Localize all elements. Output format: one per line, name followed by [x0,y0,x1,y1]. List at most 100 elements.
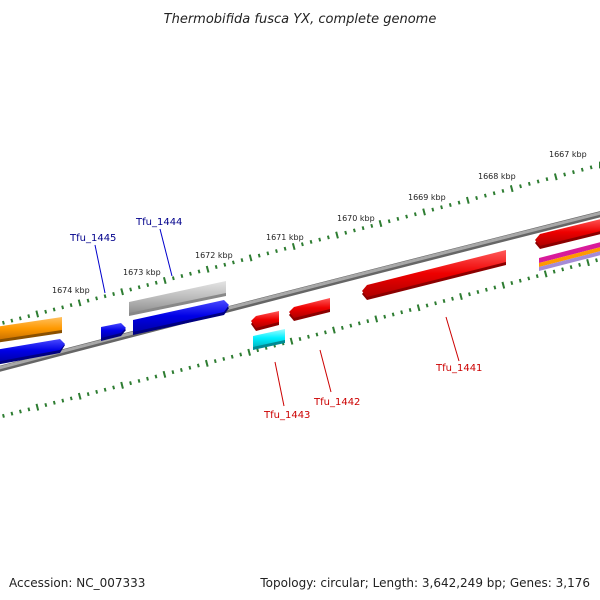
kbp-label-1670: 1670 kbp [337,214,375,223]
inner-tick [146,376,149,381]
gene-tfu-1442-arrow[interactable] [289,298,330,321]
inner-tick [535,274,539,279]
outer-tick [112,291,116,296]
outer-tick [266,251,270,256]
outer-tick [465,196,470,204]
outer-tick [171,276,175,281]
outer-tick [396,216,400,221]
inner-tick-row [2,258,598,418]
inner-tick [196,363,200,368]
kbp-label-1672: 1672 kbp [195,251,233,260]
gene-tfu-1444-arrow[interactable] [133,300,229,335]
inner-tick [349,323,353,328]
outer-tick [35,310,40,318]
kbp-label-1674: 1674 kbp [52,286,90,295]
outer-tick [553,173,558,181]
feature-gray-pseudogene[interactable] [129,281,226,316]
outer-tick [77,299,82,307]
kbp-label-1669: 1669 kbp [408,193,446,202]
inner-tick [374,315,379,323]
inner-tick [86,392,90,397]
inner-tick [179,367,183,372]
outer-tick [137,285,141,290]
outer-tick [95,296,99,301]
outer-tick [120,288,124,296]
outer-tick [214,264,218,269]
gene-label-tfu-1441[interactable]: Tfu_1441 [435,363,482,374]
outer-tick [527,181,531,186]
gene-tfu-1441-arrow[interactable] [362,250,506,300]
inner-tick [52,400,56,405]
inner-tick [298,337,302,341]
inner-tick [442,299,446,303]
feature-blue-left[interactable] [0,339,65,365]
inner-tick [425,303,429,308]
outer-tick [283,246,287,251]
outer-tick [44,309,48,314]
outer-tick [291,242,296,251]
tfu-1443-leader [274,361,285,407]
inner-tick [366,319,370,324]
genome-backbone [0,211,600,370]
inner-tick [586,259,590,267]
inner-tick [95,389,99,394]
outer-tick [413,212,417,217]
inner-tick [137,378,141,383]
inner-tick [69,396,73,401]
outer-tick [205,265,210,273]
kbp-label-1671: 1671 kbp [266,233,304,242]
outer-tick [300,242,304,247]
inner-tick [468,292,471,297]
kbp-label-1667: 1667 kbp [549,150,587,159]
outer-tick [387,219,391,224]
outer-tick [589,165,593,170]
gene-label-tfu-1445[interactable]: Tfu_1445 [69,233,116,244]
outer-tick [431,207,435,212]
outer-tick [405,214,409,219]
inner-tick [19,409,22,414]
outer-tick [457,200,461,205]
outer-tick [52,307,56,312]
inner-tick [552,269,556,274]
inner-tick [561,267,565,272]
inner-tick [510,280,514,285]
outer-tick [378,219,383,228]
gene-label-tfu-1444[interactable]: Tfu_1444 [135,217,182,228]
outer-tick [10,318,14,323]
gene-tfu-1445-arrow[interactable] [101,323,126,341]
kbp-label-1668: 1668 kbp [478,172,516,181]
gene-tfu-1443-arrow[interactable] [251,311,279,331]
inner-tick [434,301,437,306]
outer-tick [580,167,584,172]
inner-tick [340,325,344,330]
inner-tick [247,348,251,356]
feature-red-right[interactable] [535,218,600,249]
outer-tick [492,191,496,196]
inner-tick [357,321,361,326]
gene-label-tfu-1443[interactable]: Tfu_1443 [263,410,310,421]
inner-tick [527,276,531,281]
outer-tick [475,195,479,200]
inner-tick [408,307,412,312]
tfu-1442-leader [319,349,332,393]
inner-tick [239,352,243,357]
outer-tick [326,235,330,240]
feature-stacked-right[interactable] [539,241,600,271]
outer-tick [189,271,192,276]
inner-tick [171,370,175,375]
gene-label-tfu-1442[interactable]: Tfu_1442 [313,397,360,408]
inner-tick [230,354,234,359]
outer-tick-row [2,161,600,325]
inner-tick [120,381,124,389]
inner-tick [213,359,217,364]
outer-tick [162,276,167,285]
outer-tick [223,262,227,267]
feature-cyan-rna[interactable] [253,329,285,350]
outer-tick [440,205,443,210]
outer-tick [352,228,356,233]
inner-tick [451,296,454,301]
outer-tick [240,258,244,263]
feature-orange-left[interactable] [0,317,62,343]
inner-tick [332,326,336,334]
outer-tick [129,287,133,292]
